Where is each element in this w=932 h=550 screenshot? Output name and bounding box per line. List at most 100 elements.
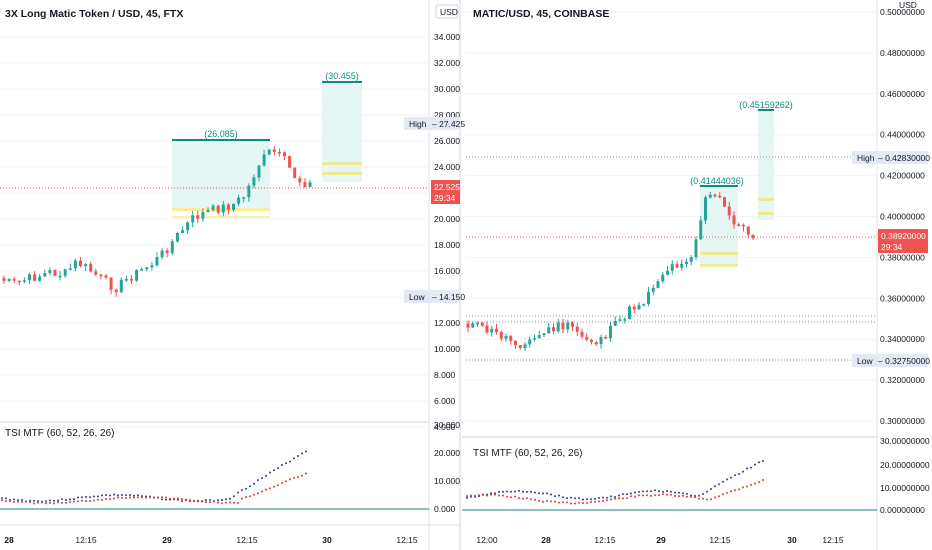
tsi-dot	[261, 477, 263, 480]
left-price-tick: 18.000	[434, 240, 460, 250]
tsi-dot	[534, 498, 536, 501]
right-price-axis[interactable]: 0.50000000 0.48000000 0.46000000 0.44000000…	[880, 7, 925, 426]
tsi-dot	[614, 497, 616, 500]
left-target-zone-2[interactable]	[322, 82, 362, 182]
tsi-dot	[466, 495, 468, 498]
tsi-dot	[622, 493, 624, 496]
candle-body	[675, 264, 679, 268]
candle-body	[216, 205, 220, 213]
tsi-dot	[578, 497, 580, 500]
left-indicator-title[interactable]: TSI MTF (60, 52, 26, 26)	[5, 428, 114, 439]
tsi-dot	[574, 497, 576, 500]
right-symbol-title[interactable]: MATIC/USD, 45, COINBASE	[473, 8, 609, 20]
tsi-dot	[189, 499, 191, 502]
tsi-dot	[89, 496, 91, 499]
tsi-dot	[297, 455, 299, 458]
tsi-dot	[498, 494, 500, 497]
candle-body	[666, 270, 669, 275]
tsi-dot	[1, 496, 3, 499]
candle-body	[737, 224, 741, 226]
tsi-dot	[305, 472, 307, 475]
candle-body	[480, 322, 484, 326]
tsi-dot	[41, 501, 43, 504]
tsi-dot	[121, 496, 123, 499]
tsi-dot	[574, 502, 576, 505]
tsi-dot	[578, 501, 580, 504]
tsi-dot	[65, 499, 67, 502]
tsi-dot	[21, 498, 23, 501]
tsi-dot	[137, 496, 139, 499]
candle-body	[201, 212, 205, 219]
tsi-dot	[658, 490, 660, 493]
left-target-zone-1[interactable]	[172, 140, 270, 208]
right-target-zone-2[interactable]	[758, 110, 774, 220]
tsi-dot	[566, 497, 568, 500]
left-symbol-title[interactable]: 3X Long Matic Token / USD, 45, FTX	[5, 8, 183, 20]
tsi-dot	[762, 478, 764, 481]
tsi-dot	[718, 483, 720, 486]
candle-body	[303, 182, 307, 187]
tsi-dot	[205, 501, 207, 504]
tsi-dot	[722, 480, 724, 483]
tsi-dot	[261, 490, 263, 493]
tsi-dot	[494, 492, 496, 495]
tsi-dot	[273, 469, 275, 472]
candle-body	[114, 289, 118, 293]
tsi-dot	[61, 498, 63, 501]
right-indicator-axis[interactable]: 30.00000000 20.00000000 10.00000000 0.00000…	[880, 436, 930, 515]
tsi-dot	[9, 500, 11, 503]
tsi-dot	[225, 498, 227, 501]
tsi-dot	[269, 487, 271, 490]
left-candlesticks[interactable]	[2, 145, 312, 297]
tsi-dot	[678, 491, 680, 494]
tsi-dot	[714, 496, 716, 499]
tsi-dot	[113, 493, 115, 496]
candle-body	[68, 268, 72, 270]
left-currency-button[interactable]	[435, 4, 459, 19]
left-price-tick: 34.000	[434, 32, 460, 42]
tsi-dot	[638, 490, 640, 493]
tsi-dot	[570, 502, 572, 505]
right-candlesticks[interactable]	[466, 192, 755, 351]
candle-body	[293, 167, 297, 179]
right-time-tick: 12:15	[709, 535, 731, 545]
candle-body	[647, 291, 650, 304]
tsi-dot	[654, 489, 656, 492]
right-currency-label[interactable]: USD	[899, 0, 917, 10]
tsi-dot	[582, 502, 584, 505]
tsi-dot	[237, 491, 239, 494]
tsi-dot	[185, 498, 187, 501]
tsi-dot	[594, 497, 596, 500]
tsi-dot	[277, 484, 279, 487]
tsi-dot	[165, 498, 167, 501]
tsi-dot	[634, 496, 636, 499]
tsi-dot	[81, 496, 83, 499]
tsi-dot	[590, 500, 592, 503]
left-fib-band-2	[172, 216, 270, 218]
left-price-tick: 4.000	[434, 422, 456, 432]
right-time-tick: 12:15	[594, 535, 616, 545]
tsi-dot	[181, 498, 183, 501]
candle-body	[495, 328, 498, 333]
right-time-axis[interactable]: 12:00 28 12:15 29 12:15 30 12:15	[476, 535, 844, 545]
tsi-dot	[510, 496, 512, 499]
left-indicator-tick: 10.000	[434, 476, 460, 486]
candle-body	[699, 220, 703, 240]
candle-body	[651, 287, 655, 292]
left-fib-band-1	[172, 208, 270, 211]
tsi-dot	[742, 486, 744, 489]
left-target-label-1: (26.085)	[204, 129, 238, 139]
left-indicator-axis[interactable]: 30.000 20.000 10.000 0.000	[434, 420, 460, 514]
tsi-dot	[726, 478, 728, 481]
candle-body	[17, 280, 21, 283]
right-price-tick: 0.40000000	[880, 212, 925, 222]
right-fib-band-4	[758, 212, 774, 215]
tsi-dot	[602, 499, 604, 502]
right-time-tick: 28	[541, 535, 551, 545]
right-indicator-title[interactable]: TSI MTF (60, 52, 26, 26)	[473, 448, 582, 459]
candle-body	[694, 239, 698, 258]
left-currency-label: USD	[440, 7, 458, 17]
left-high-label-box	[404, 117, 460, 130]
left-time-axis[interactable]: 28 12:15 29 12:15 30 12:15	[4, 535, 418, 545]
candle-body	[504, 336, 508, 339]
